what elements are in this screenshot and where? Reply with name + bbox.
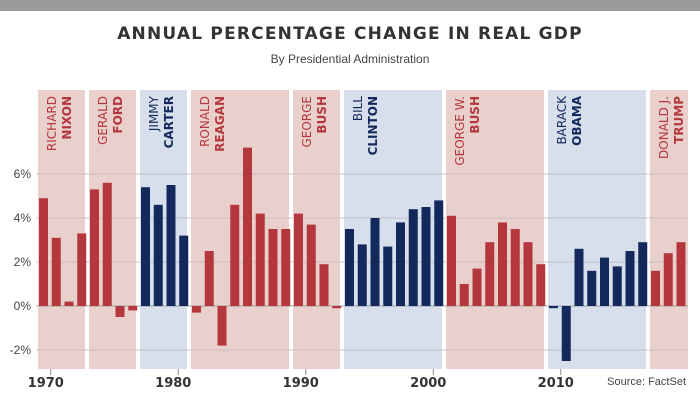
president-last-name: BUSH <box>468 96 482 134</box>
bar <box>230 204 240 306</box>
bar <box>663 253 673 306</box>
x-tick-label: 1990 <box>283 376 319 391</box>
chart-title: ANNUAL PERCENTAGE CHANGE IN REAL GDP <box>117 24 583 44</box>
bar <box>204 251 214 306</box>
bar <box>587 270 597 306</box>
bar <box>268 229 278 306</box>
president-first-name: JIMMY <box>147 95 161 132</box>
bar <box>102 182 112 306</box>
bar <box>625 251 635 306</box>
bar <box>676 242 686 306</box>
bar <box>179 235 189 306</box>
bar <box>447 215 456 306</box>
bar <box>574 248 584 306</box>
bar <box>115 306 125 317</box>
bar <box>255 213 265 306</box>
y-tick-label: 4% <box>14 211 32 225</box>
bar <box>459 284 469 306</box>
bar <box>434 200 444 306</box>
bar <box>383 246 393 306</box>
president-label: GERALDFORD <box>96 96 125 145</box>
president-first-name: BILL <box>351 96 365 121</box>
bar <box>498 222 507 306</box>
bar <box>510 229 520 306</box>
bar <box>523 242 533 306</box>
president-label: GEORGE W.BUSH <box>453 96 482 166</box>
bar <box>638 242 648 306</box>
source-note: Source: FactSet <box>607 376 686 388</box>
administration-band <box>650 90 688 369</box>
president-label: RONALDREAGAN <box>198 96 227 152</box>
y-tick-label: 0% <box>14 299 32 313</box>
bar <box>306 224 316 306</box>
president-first-name: RONALD <box>198 96 212 147</box>
bar <box>39 198 48 306</box>
bar <box>153 204 163 306</box>
president-last-name: CARTER <box>162 96 176 148</box>
x-tick-label: 2000 <box>410 376 446 391</box>
bar <box>217 306 227 346</box>
president-label: BARACKOBAMA <box>555 95 584 146</box>
president-last-name: TRUMP <box>672 96 686 144</box>
x-tick-label: 1980 <box>155 376 191 391</box>
x-tick-label: 2010 <box>538 376 574 391</box>
bar <box>64 301 74 306</box>
bar <box>77 233 87 306</box>
bar <box>192 306 201 313</box>
bar <box>651 270 660 306</box>
bar <box>345 229 354 306</box>
bar <box>51 237 61 306</box>
bar <box>561 306 571 361</box>
president-label: DONALD J.TRUMP <box>657 96 686 159</box>
president-last-name: CLINTON <box>366 96 380 155</box>
president-label: BILLCLINTON <box>351 96 380 156</box>
president-first-name: GERALD <box>96 96 110 145</box>
president-last-name: BUSH <box>315 96 329 134</box>
x-tick-label: 1970 <box>28 376 64 391</box>
bar <box>332 306 342 309</box>
bar <box>472 268 482 306</box>
president-last-name: REAGAN <box>213 96 227 152</box>
president-first-name: DONALD J. <box>657 96 671 159</box>
president-first-name: RICHARD <box>45 96 59 151</box>
bar <box>396 222 405 306</box>
president-first-name: GEORGE W. <box>453 96 467 166</box>
top-accent-bar <box>0 0 700 11</box>
president-label: RICHARDNIXON <box>45 96 74 151</box>
bar <box>141 187 150 306</box>
bar <box>281 229 291 306</box>
bar <box>357 244 367 306</box>
bar <box>90 189 99 306</box>
y-tick-label: 6% <box>14 167 32 181</box>
president-label: JIMMYCARTER <box>147 95 176 148</box>
president-last-name: FORD <box>111 96 125 134</box>
bar <box>370 218 380 306</box>
president-first-name: BARACK <box>555 95 569 145</box>
president-label: GEORGEBUSH <box>300 96 329 148</box>
administration-band <box>446 90 544 369</box>
bar <box>536 264 546 306</box>
bar <box>549 306 558 309</box>
bar <box>319 264 329 306</box>
bar <box>600 257 609 306</box>
bar <box>421 207 431 306</box>
bar <box>294 213 303 306</box>
president-last-name: NIXON <box>60 96 74 140</box>
y-tick-label: 2% <box>14 255 32 269</box>
bar <box>612 266 622 306</box>
bar <box>408 209 418 306</box>
chart-subtitle: By Presidential Administration <box>270 52 430 66</box>
president-last-name: OBAMA <box>570 95 584 146</box>
bar <box>485 242 495 306</box>
president-first-name: GEORGE <box>300 96 314 148</box>
y-tick-label: -2% <box>10 343 32 357</box>
bar <box>243 147 252 306</box>
bar <box>166 185 176 306</box>
bar <box>128 306 138 311</box>
